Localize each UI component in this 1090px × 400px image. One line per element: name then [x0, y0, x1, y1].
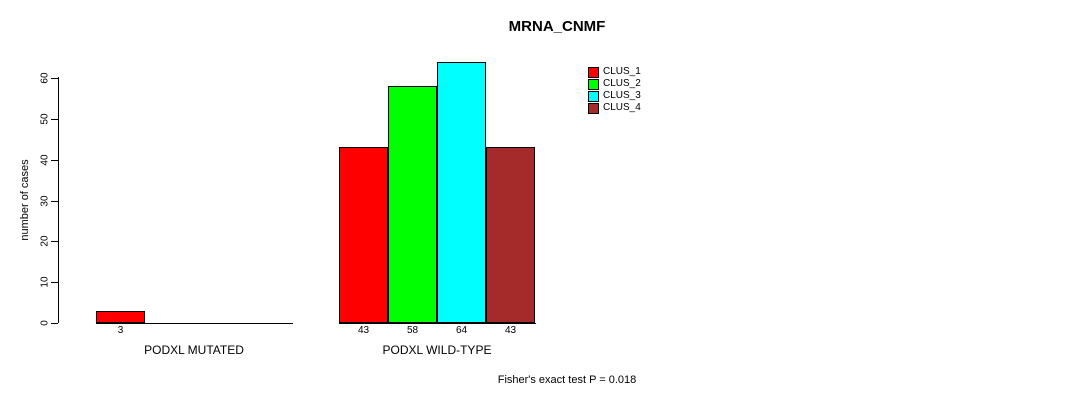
y-tick-label: 50	[39, 113, 51, 125]
chart-title: MRNA_CNMF	[508, 18, 606, 35]
legend-swatch-icon	[588, 90, 599, 102]
legend-swatch-icon	[588, 78, 599, 90]
y-tick-mark	[51, 160, 58, 161]
y-axis-label: number of cases	[19, 159, 31, 241]
legend-label: CLUS_4	[603, 102, 641, 113]
legend-swatch-icon	[588, 102, 599, 114]
bar-value-label: 43	[357, 325, 370, 336]
bar-clus_4	[486, 147, 535, 323]
group-label: PODXL WILD-TYPE	[382, 343, 492, 357]
y-tick-mark	[51, 282, 58, 283]
annotation-fisher-test: Fisher's exact test P = 0.018	[497, 374, 637, 386]
y-tick-mark	[51, 201, 58, 202]
y-tick-mark	[51, 323, 58, 324]
y-tick-mark	[51, 241, 58, 242]
legend-swatch-icon	[588, 66, 599, 78]
group-baseline	[96, 323, 293, 324]
bar-value-label: 64	[455, 325, 468, 336]
y-tick-mark	[51, 119, 58, 120]
legend-row: CLUS_3	[588, 90, 641, 102]
y-tick-label: 0	[39, 320, 51, 326]
group-label: PODXL MUTATED	[144, 343, 244, 357]
bar-value-label: 3	[117, 325, 124, 336]
legend: CLUS_1 CLUS_2 CLUS_3 CLUS_4	[588, 66, 641, 114]
bar-clus_3	[437, 62, 486, 323]
y-tick-label: 20	[39, 235, 51, 247]
y-tick-label: 30	[39, 195, 51, 207]
y-tick-label: 40	[39, 154, 51, 166]
legend-label: CLUS_1	[603, 66, 641, 77]
legend-label: CLUS_3	[603, 90, 641, 101]
bar-value-label: 58	[406, 325, 419, 336]
bar-value-label: 43	[504, 325, 517, 336]
y-axis-line	[58, 77, 59, 323]
group-baseline	[339, 323, 536, 324]
y-tick-label: 60	[39, 72, 51, 84]
bar-clus_1	[339, 147, 388, 323]
legend-row: CLUS_2	[588, 78, 641, 90]
legend-label: CLUS_2	[603, 78, 641, 89]
legend-row: CLUS_4	[588, 102, 641, 114]
bar-clus_1	[96, 311, 145, 323]
bar-clus_2	[388, 86, 437, 323]
y-tick-label: 10	[39, 276, 51, 288]
y-tick-mark	[51, 78, 58, 79]
legend-row: CLUS_1	[588, 66, 641, 78]
